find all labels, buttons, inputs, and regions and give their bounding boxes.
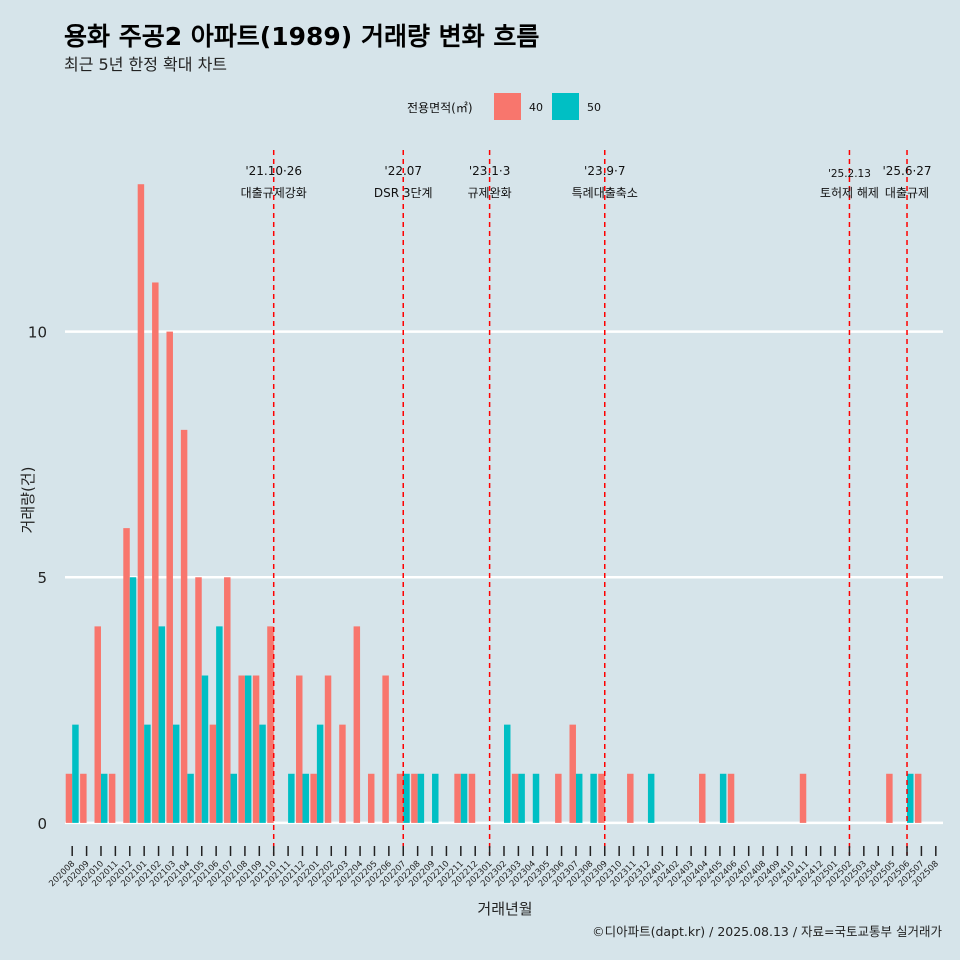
bar-40-202204 [353,626,361,823]
event-date: '23.1·3 [469,164,510,178]
event-date: '22.07 [384,164,422,178]
bar-40-202207 [396,773,404,823]
bar-40-202212 [468,773,476,823]
caption: ©디아파트(dapt.kr) / 2025.08.13 / 자료=국토교통부 실… [592,924,942,939]
x-axis: 2020082020092020102020112020122021012021… [47,846,941,889]
bar-50-202101 [144,724,151,823]
y-tick-label: 0 [37,815,47,833]
bar-50-202307 [575,773,583,823]
bar-50-202112 [302,773,309,823]
bar-40-202106 [209,724,217,823]
legend: 전용면적(㎡) 40 50 [407,93,601,120]
bar-40-202311 [627,773,634,823]
bar-50-202107 [230,773,238,823]
bar-50-202208 [417,773,425,823]
event-label: 토허제 해제 [820,186,879,200]
bar-40-202205 [367,773,375,823]
bar-50-202209 [432,773,439,823]
y-axis-ticks: 0 5 10 [28,324,47,833]
bar-40-202206 [382,675,389,823]
event-label: DSR 3단계 [374,186,433,200]
bar-40-202307 [569,724,576,823]
legend-swatch-40 [494,93,521,120]
bar-40-202211 [454,773,461,823]
bar-50-202308 [590,773,597,823]
bar-50-202008 [72,724,79,823]
event-label: 대출규제 [885,186,929,200]
bar-40-202102 [152,282,159,823]
y-tick-label: 5 [37,569,47,587]
bar-40-202201 [310,773,317,823]
event-date: '21.10·26 [245,164,302,178]
event-date: '25.6·27 [882,164,931,178]
bar-40-202012 [123,528,130,823]
bar-50-202111 [288,773,295,823]
bar-50-202312 [647,773,655,823]
legend-title: 전용면적(㎡) [407,101,473,115]
bar-40-202411 [799,773,807,823]
bar-50-202103 [172,724,180,823]
event-label: 규제완화 [468,186,512,200]
legend-swatch-50 [552,93,579,120]
bar-50-202010 [100,773,108,823]
bar-40-202202 [324,675,332,823]
bar-40-202008 [65,773,73,823]
bar-40-202110 [267,626,274,823]
event-date: '23.9·7 [584,164,625,178]
bar-50-202106 [216,626,223,823]
bar-50-202102 [158,626,166,823]
y-axis-title: 거래량(건) [19,467,37,534]
bar-50-202211 [460,773,468,823]
bar-50-202108 [244,675,252,823]
bar-40-202112 [296,675,303,823]
bar-40-202505 [886,773,893,823]
event-label: 대출규제강화 [241,186,307,200]
bar-50-202201 [316,724,324,823]
bar-50-202207 [403,773,410,823]
bar-50-202109 [259,724,266,823]
bar-50-202105 [201,675,209,823]
bar-40-202107 [224,577,231,823]
bar-40-202103 [166,331,173,823]
bar-50-202304 [532,773,540,823]
bar-40-202104 [180,429,188,823]
bar-40-202203 [339,724,346,823]
bar-50-202405 [719,773,727,823]
bar-40-202108 [238,675,245,823]
bar-40-202406 [727,773,735,823]
x-axis-title: 거래년월 [477,900,532,918]
bar-40-202105 [195,577,202,823]
bar-40-202404 [699,773,706,823]
y-tick-label: 10 [28,324,47,342]
event-lines: '21.10·26 대출규제강화 '22.07 DSR 3단계 '23.1·3 규제완화 '… [241,150,932,855]
bar-40-202507 [914,773,922,823]
bar-40-202306 [555,773,562,823]
chart-title: 용화 주공2 아파트(1989) 거래량 변화 흐름 [64,22,539,51]
bar-40-202009 [80,773,87,823]
bar-50-202302 [504,724,511,823]
bar-40-202011 [108,773,116,823]
bars [65,184,922,823]
bar-40-202208 [411,773,418,823]
bar-40-202309 [598,773,605,823]
bar-50-202104 [187,773,194,823]
legend-label-40: 40 [529,101,543,114]
bar-50-202506 [907,773,914,823]
bar-50-202012 [129,577,137,823]
event-label: 특례대출축소 [572,186,638,200]
bar-40-202303 [511,773,519,823]
bar-40-202101 [137,184,145,823]
bar-40-202109 [252,675,260,823]
event-date: '25.2.13 [828,168,871,180]
legend-label-50: 50 [587,101,601,114]
bar-40-202010 [94,626,101,823]
chart-subtitle: 최근 5년 한정 확대 차트 [64,55,227,74]
bar-50-202303 [518,773,525,823]
